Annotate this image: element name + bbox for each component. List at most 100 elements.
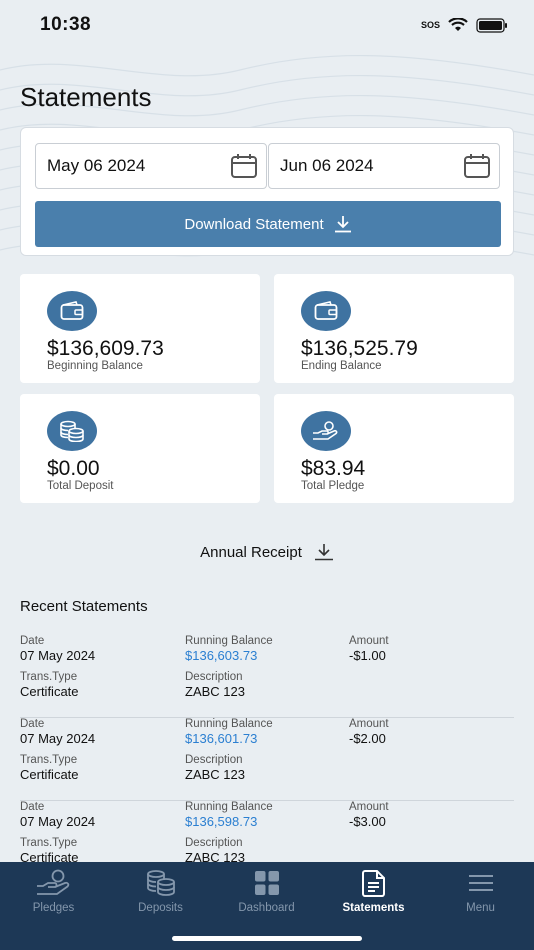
tab-menu[interactable]: Menu [427,868,534,918]
total-pledge-value: $83.94 [301,457,366,480]
to-date-field[interactable]: Jun 06 2024 [268,143,500,189]
date-label: Date [20,718,45,730]
bottom-tab-bar: Pledges Deposits Dashboard Statements Me… [0,862,534,950]
menu-icon [468,875,493,891]
total-deposit-label: Total Deposit [47,480,114,492]
calendar-icon [231,154,257,178]
running-balance-value[interactable]: $136,603.73 [185,648,258,663]
grid-icon [254,871,279,895]
trans-type-value: Certificate [20,767,79,782]
trans-type-label: Trans.Type [20,754,78,766]
download-statement-label: Download Statement [184,215,324,233]
download-icon [334,216,351,233]
amount-value: -$1.00 [349,648,386,663]
battery-icon [476,17,507,33]
total-pledge-card: $83.94 Total Pledge [274,394,514,503]
trans-type-cell: Trans.Type Certificate [20,754,79,782]
statement-row[interactable]: Date 07 May 2024 Running Balance $136,598.… [20,801,514,884]
running-balance-label: Running Balance [185,635,273,647]
wallet-icon [301,291,351,331]
to-date-value: Jun 06 2024 [280,156,374,175]
tab-deposits-label: Deposits [138,902,183,914]
annual-receipt-label: Annual Receipt [200,543,302,561]
amount-cell: Amount -$2.00 [349,718,389,746]
hand-coins-icon [301,411,351,451]
amount-label: Amount [349,718,389,730]
statement-row[interactable]: Date 07 May 2024 Running Balance $136,601.… [20,718,514,801]
status-time: 10:38 [40,14,92,35]
coins-icon [146,870,175,896]
status-bar: 10:38 SOS [0,0,534,50]
document-icon [361,870,385,897]
home-indicator [172,936,362,941]
from-date-value: May 06 2024 [47,156,146,175]
running-balance-label: Running Balance [185,718,273,730]
tab-dashboard-label: Dashboard [238,902,295,914]
beginning-balance-value: $136,609.73 [47,337,164,360]
date-cell: Date 07 May 2024 [20,718,95,746]
tab-deposits[interactable]: Deposits [107,868,214,918]
status-icons: SOS [420,17,508,33]
calendar-icon [464,154,490,178]
beginning-balance-card: $136,609.73 Beginning Balance [20,274,260,383]
from-date-field[interactable]: May 06 2024 [35,143,267,189]
date-value: 07 May 2024 [20,731,96,746]
description-cell: Description ZABC 123 [185,754,245,782]
coins-icon [47,411,97,451]
date-label: Date [20,635,45,647]
date-cell: Date 07 May 2024 [20,801,95,829]
description-label: Description [185,671,243,683]
ending-balance-value: $136,525.79 [301,337,418,360]
description-label: Description [185,837,243,849]
tab-statements-label: Statements [342,902,405,914]
page-title: Statements [20,82,152,112]
tab-pledges-label: Pledges [32,902,75,914]
date-cell: Date 07 May 2024 [20,635,95,663]
wifi-icon [448,18,468,31]
trans-type-label: Trans.Type [20,671,78,683]
running-balance-value[interactable]: $136,598.73 [185,814,258,829]
tab-statements[interactable]: Statements [320,868,427,918]
date-value: 07 May 2024 [20,814,96,829]
date-value: 07 May 2024 [20,648,96,663]
trans-type-label: Trans.Type [20,837,78,849]
amount-value: -$3.00 [349,814,386,829]
running-balance-cell: Running Balance $136,603.73 [185,635,273,663]
wallet-icon [47,291,97,331]
description-value: ZABC 123 [185,850,245,865]
annual-receipt-button[interactable]: Annual Receipt [0,543,534,561]
trans-type-cell: Trans.Type Certificate [20,837,79,865]
trans-type-value: Certificate [20,850,79,865]
download-icon [314,544,333,561]
tab-pledges[interactable]: Pledges [0,868,107,918]
amount-label: Amount [349,635,389,647]
running-balance-cell: Running Balance $136,601.73 [185,718,273,746]
sos-indicator: SOS [420,20,440,30]
running-balance-value[interactable]: $136,601.73 [185,731,258,746]
description-value: ZABC 123 [185,767,245,782]
running-balance-label: Running Balance [185,801,273,813]
amount-cell: Amount -$3.00 [349,801,389,829]
hand-coins-icon [36,869,69,895]
date-label: Date [20,801,45,813]
description-cell: Description ZABC 123 [185,837,245,865]
ending-balance-card: $136,525.79 Ending Balance [274,274,514,383]
amount-value: -$2.00 [349,731,386,746]
statement-row[interactable]: Date 07 May 2024 Running Balance $136,603.… [20,635,514,718]
tab-dashboard[interactable]: Dashboard [213,868,320,918]
running-balance-cell: Running Balance $136,598.73 [185,801,273,829]
download-statement-button[interactable]: Download Statement [35,201,501,247]
amount-cell: Amount -$1.00 [349,635,389,663]
description-value: ZABC 123 [185,684,245,699]
total-deposit-value: $0.00 [47,457,100,480]
beginning-balance-label: Beginning Balance [47,360,143,372]
tab-menu-label: Menu [466,902,495,914]
recent-statements-title: Recent Statements [20,598,148,615]
description-cell: Description ZABC 123 [185,671,245,699]
total-deposit-card: $0.00 Total Deposit [20,394,260,503]
trans-type-value: Certificate [20,684,79,699]
description-label: Description [185,754,243,766]
ending-balance-label: Ending Balance [301,360,382,372]
statement-filter-card: May 06 2024 Jun 06 2024 Download Stateme… [20,127,514,256]
total-pledge-label: Total Pledge [301,480,365,492]
